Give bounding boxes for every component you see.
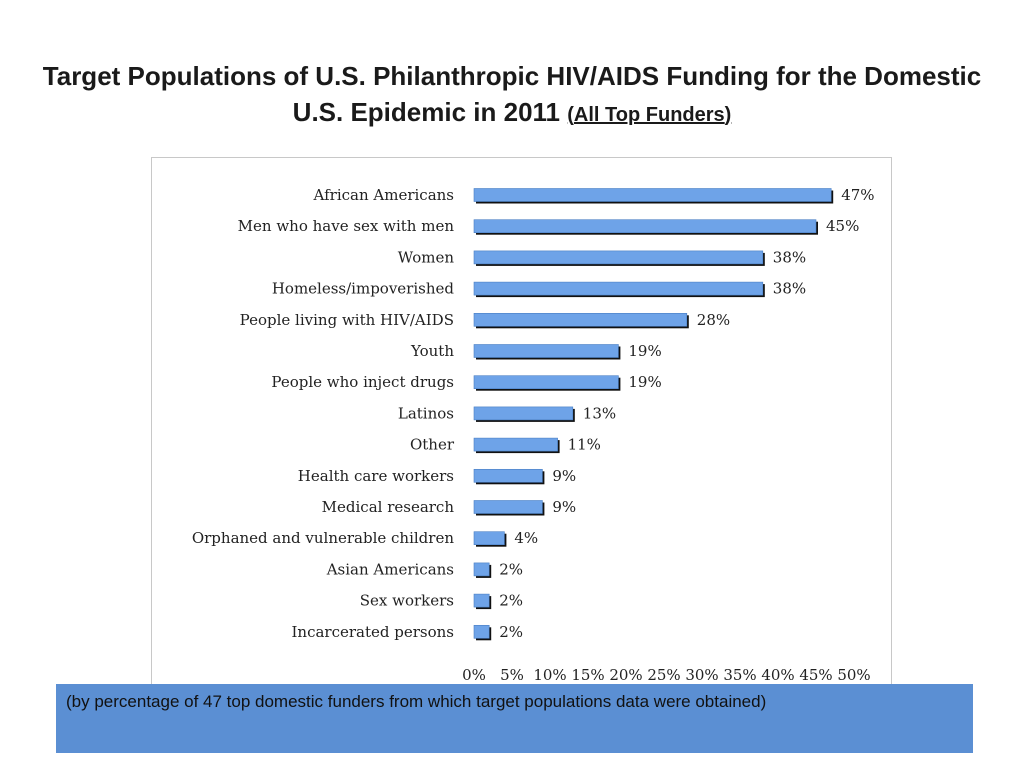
bar (473, 624, 490, 639)
caption-box: (by percentage of 47 top domestic funder… (56, 684, 973, 753)
category-label: People who inject drugs (271, 373, 454, 391)
value-label: 2% (499, 623, 523, 641)
value-label: 2% (499, 592, 523, 610)
title-paren-close: ) (724, 104, 732, 126)
value-label: 19% (628, 373, 661, 391)
x-tick-label: 10% (533, 666, 566, 684)
value-label: 11% (568, 436, 601, 454)
value-label: 9% (552, 467, 576, 485)
bar (473, 500, 543, 514)
x-tick-label: 30% (685, 666, 718, 684)
bar (473, 406, 574, 421)
value-label: 38% (773, 280, 806, 298)
bar (473, 250, 764, 265)
x-tick-label: 45% (799, 666, 832, 684)
bar-chart: African Americans 47% Men who have sex wit… (192, 186, 875, 684)
category-label: Women (398, 248, 455, 266)
category-label: Asian Americans (326, 560, 454, 578)
category-label: African Americans (313, 186, 454, 204)
title-subtitle: (All Top Funders) (567, 104, 731, 126)
title-sub-text: All Top Funders (573, 104, 725, 126)
category-label: People living with HIV/AIDS (240, 311, 454, 329)
category-label: Incarcerated persons (291, 623, 454, 641)
value-label: 13% (583, 404, 616, 422)
value-label: 28% (697, 311, 730, 329)
category-label: Men who have sex with men (238, 217, 455, 235)
value-label: 45% (826, 217, 859, 235)
bar (473, 437, 558, 452)
value-label: 2% (499, 560, 523, 578)
bar (473, 562, 490, 577)
bar (473, 281, 764, 296)
x-tick-label: 0% (462, 666, 486, 684)
bar (473, 344, 619, 358)
category-label: Health care workers (298, 467, 454, 485)
bar (473, 593, 490, 608)
title-main: Target Populations of U.S. Philanthropic… (42, 61, 982, 127)
value-label: 47% (841, 186, 874, 204)
bar (473, 531, 505, 546)
value-label: 4% (514, 529, 538, 547)
title-paren-open: ( (567, 104, 574, 126)
category-label: Sex workers (360, 592, 454, 610)
category-label: Homeless/impoverished (272, 280, 455, 298)
value-label: 19% (628, 342, 661, 360)
x-tick-label: 40% (761, 666, 794, 684)
bar (473, 188, 832, 202)
bar (473, 313, 688, 327)
x-tick-label: 20% (609, 666, 642, 684)
category-label: Orphaned and vulnerable children (192, 529, 454, 547)
category-label: Medical research (322, 498, 455, 516)
x-tick-label: 25% (647, 666, 680, 684)
x-tick-label: 35% (723, 666, 756, 684)
bar (473, 375, 619, 389)
category-label: Latinos (398, 404, 454, 422)
bar (473, 219, 817, 234)
value-label: 38% (773, 248, 806, 266)
x-tick-label: 5% (500, 666, 524, 684)
caption-text: (by percentage of 47 top domestic funder… (66, 692, 767, 711)
page-title: Target Populations of U.S. Philanthropic… (40, 58, 984, 133)
chart-frame: African Americans 47% Men who have sex wit… (151, 157, 892, 685)
x-tick-label: 15% (571, 666, 604, 684)
x-tick-label: 50% (837, 666, 870, 684)
bar (473, 468, 543, 483)
category-label: Youth (410, 342, 454, 360)
value-label: 9% (552, 498, 576, 516)
category-label: Other (410, 436, 455, 454)
